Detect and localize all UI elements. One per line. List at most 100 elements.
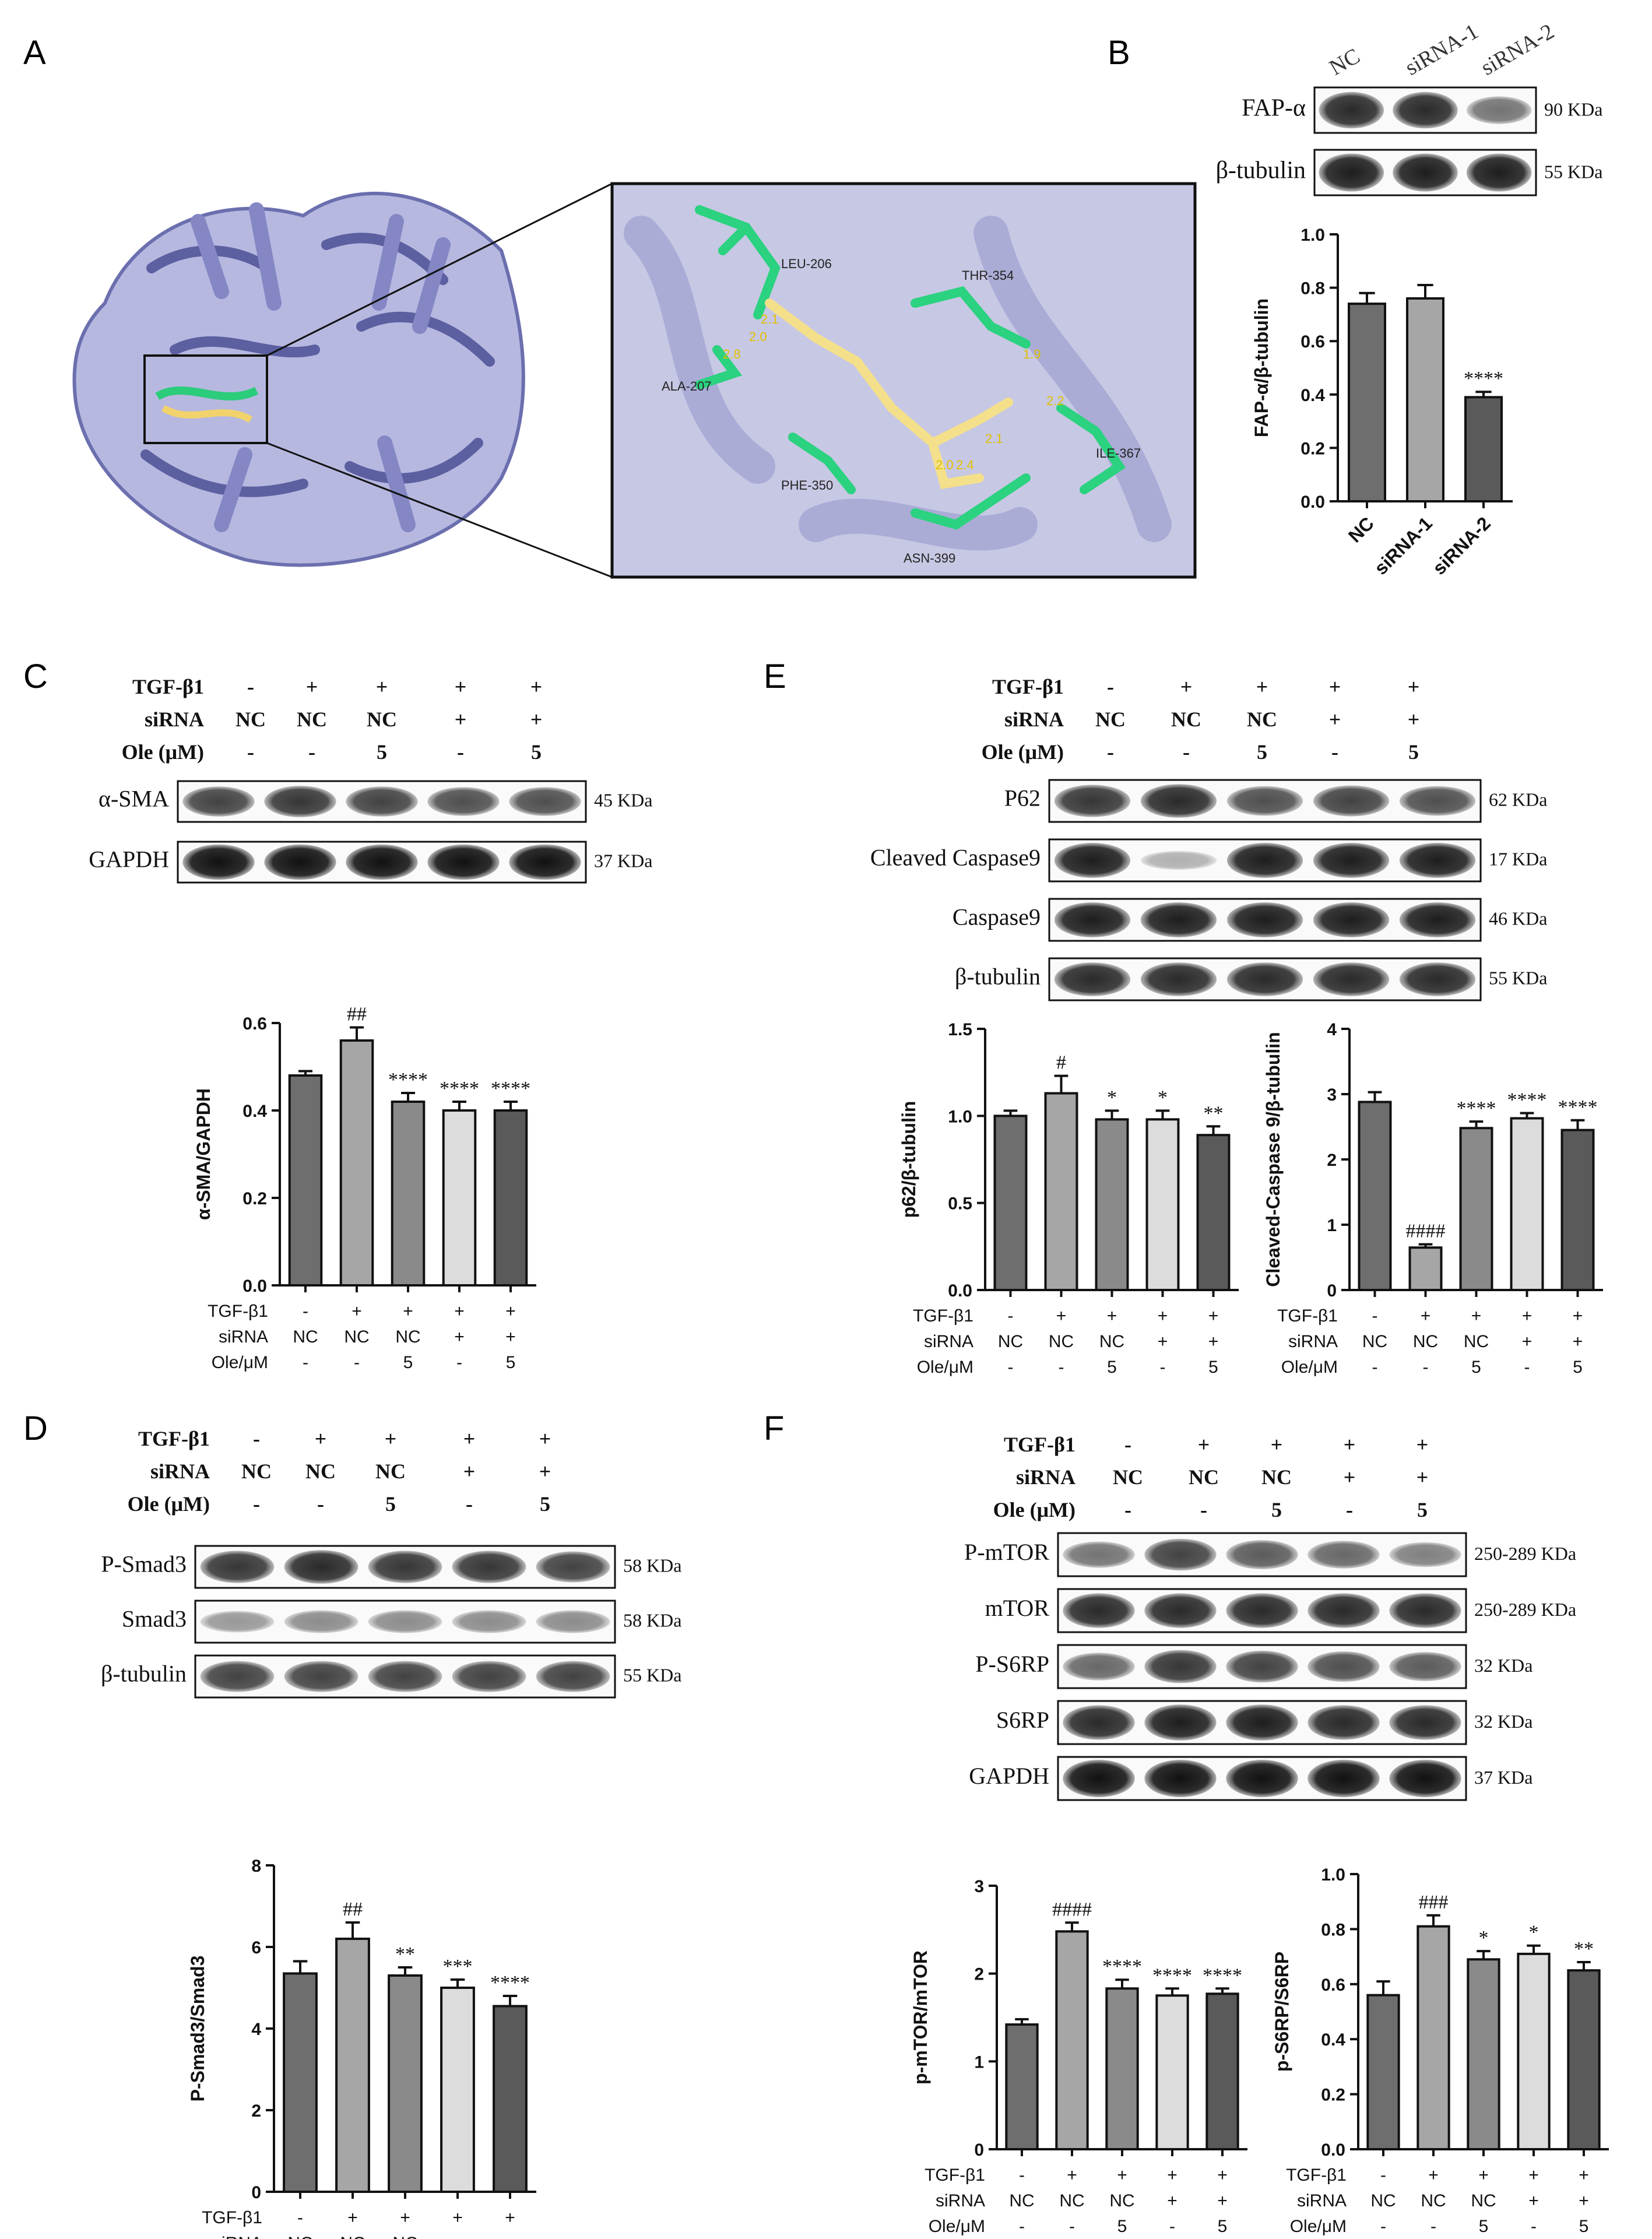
treatment-cell: + — [530, 708, 543, 731]
y-tick-label: 0.6 — [1300, 332, 1325, 352]
distance-label: 2.4 — [956, 458, 974, 472]
treatment-cell: - — [1160, 1358, 1166, 1377]
distance-label: 2.0 — [749, 329, 767, 344]
treatment-cell: 5 — [531, 740, 542, 764]
significance-label: # — [1056, 1052, 1066, 1074]
treatment-row-label: siRNA — [936, 2191, 985, 2210]
treatment-row-label: siRNA — [924, 1332, 973, 1351]
treatment-cell: NC — [392, 2234, 417, 2239]
treatment-cell: NC — [293, 1327, 318, 1347]
blot-protein-label: α-SMA — [99, 785, 169, 811]
lane-label: siRNA-2 — [1477, 19, 1559, 80]
protein-structure — [72, 182, 613, 578]
bar — [1145, 1118, 1180, 1291]
bar — [1205, 1992, 1239, 2151]
treatment-cell: + — [1056, 1306, 1067, 1326]
blot-protein-label: P62 — [1004, 785, 1041, 811]
treatment-cell: NC — [1171, 708, 1201, 731]
distance-label: 2.1 — [985, 431, 1003, 446]
treatment-cell: - — [1372, 1306, 1378, 1326]
treatment-cell: 5 — [1107, 1358, 1117, 1377]
treatment-row-label: TGF-β1 — [208, 1302, 268, 1321]
bar — [1366, 1994, 1400, 2150]
treatment-cell: NC — [1099, 1332, 1124, 1351]
treatment-cell: + — [1158, 1332, 1168, 1351]
blot-band — [1466, 96, 1532, 124]
y-tick-label: 0.2 — [1321, 2086, 1345, 2105]
treatment-cell: NC — [1049, 1332, 1074, 1351]
treatment-cell: + — [1167, 2166, 1178, 2185]
treatment-cell: + — [505, 2234, 515, 2239]
treatment-cell: - — [1107, 740, 1114, 764]
treatment-cell: - — [303, 1302, 308, 1321]
treatment-cell: + — [539, 1460, 551, 1483]
blot-band — [1319, 153, 1384, 192]
treatment-row-label: TGF-β1 — [925, 2166, 985, 2185]
blot-band — [427, 787, 500, 816]
treatment-cell: 5 — [1257, 740, 1267, 764]
treatment-cell: - — [1019, 2166, 1025, 2185]
treatment-cell: NC — [1370, 2191, 1396, 2210]
blot-band — [264, 786, 336, 817]
bar — [1517, 1952, 1551, 2150]
bar — [1348, 303, 1386, 503]
panel-F-letter: F — [764, 1410, 784, 1447]
bar — [993, 1115, 1028, 1292]
treatment-cell: - — [247, 675, 254, 698]
treatment-cell: - — [303, 1353, 308, 1372]
blot-band — [284, 1661, 358, 1692]
treatment-cell: + — [452, 2234, 463, 2239]
treatment-cell: + — [455, 708, 467, 731]
treatment-cell: - — [253, 1427, 260, 1450]
y-tick-label: 0.2 — [1300, 439, 1325, 458]
blot-band — [1144, 1593, 1217, 1628]
treatment-cell: + — [452, 2208, 463, 2227]
blot-band — [1307, 1651, 1380, 1682]
y-axis-label: α-SMA/GAPDH — [193, 1088, 214, 1220]
treatment-cell: NC — [1421, 2191, 1446, 2210]
treatment-cell: NC — [1095, 708, 1126, 731]
molecular-weight-label: 32 KDa — [1474, 1711, 1533, 1732]
blot-band — [1144, 1538, 1217, 1571]
bar — [442, 1109, 477, 1287]
bar — [1358, 1101, 1392, 1291]
bar — [391, 1101, 426, 1287]
treatment-row-label: siRNA — [1004, 708, 1064, 731]
molecular-weight-label: 58 KDa — [623, 1610, 681, 1631]
blot-band — [1307, 1760, 1380, 1797]
blot-band — [1226, 1704, 1298, 1741]
y-tick-label: 2 — [974, 1965, 984, 1984]
blot-band — [536, 1551, 610, 1583]
treatment-cell: 5 — [403, 1353, 413, 1372]
distance-label: 2.2 — [1046, 393, 1064, 408]
y-tick-label: 6 — [251, 1938, 261, 1957]
y-tick-label: 0.8 — [1300, 279, 1325, 298]
treatment-cell: NC — [1059, 2191, 1084, 2210]
treatment-cell: + — [1573, 1332, 1583, 1351]
bar — [493, 1109, 528, 1287]
treatment-cell: NC — [367, 708, 397, 731]
blot-band — [1307, 1705, 1380, 1740]
blot-band — [509, 844, 581, 880]
blot-band — [1313, 785, 1390, 817]
blot-protein-label: β-tubulin — [101, 1661, 187, 1687]
bar — [1567, 1969, 1601, 2150]
treatment-header: TGF-β1 - + + + + siRNA NC NC NC + + Ole (μM) - - 5 - 5 — [993, 1433, 1429, 1521]
treatment-cell: NC — [297, 708, 327, 731]
y-tick-label: 3 — [1327, 1085, 1337, 1105]
bar — [1095, 1118, 1129, 1291]
treatment-row-label: TGF-β1 — [132, 675, 204, 698]
chart-F2: 0.00.20.40.60.81.0p-S6RP/S6RP###* ***TGF-… — [1271, 1865, 1609, 2236]
blot-band — [264, 844, 336, 880]
bar — [335, 1938, 370, 2193]
treatment-cell: - — [1069, 2217, 1075, 2236]
treatment-cell: - — [1524, 1358, 1530, 1377]
molecular-weight-label: 55 KDa — [1489, 968, 1547, 989]
blot-band — [536, 1661, 610, 1692]
significance-label: ## — [347, 1004, 367, 1025]
blot-group: P-mTOR 250-289 KDa mTOR 250-289 KDa P-S6RP 32… — [964, 1532, 1576, 1801]
treatment-cell: + — [1208, 1332, 1219, 1351]
y-axis-label: Cleaved-Caspase 9/β-tubulin — [1263, 1032, 1284, 1287]
treatment-cell: NC — [395, 1327, 420, 1347]
treatment-cell: + — [1329, 708, 1341, 731]
